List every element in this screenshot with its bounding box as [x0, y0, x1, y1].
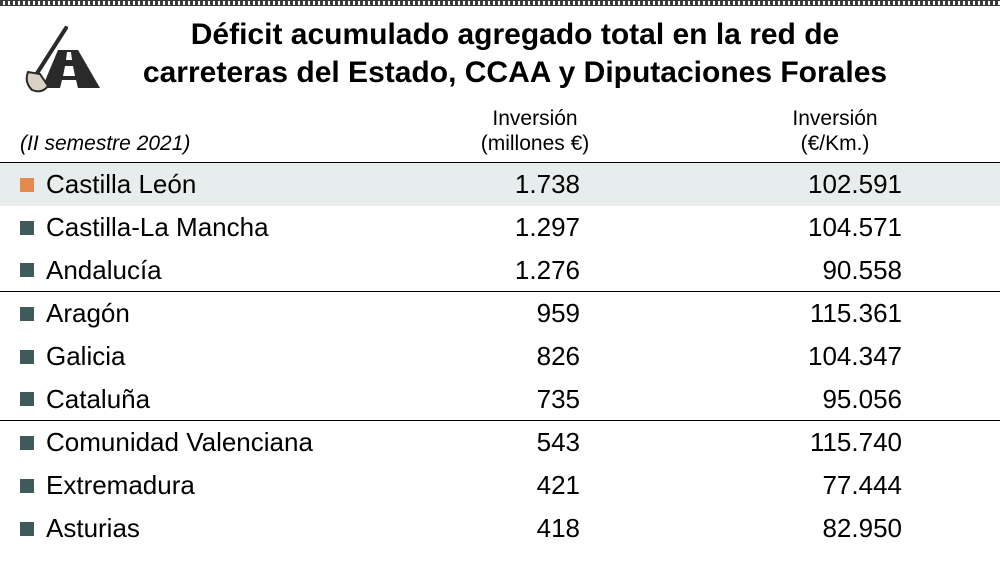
investment-per-km: 90.558: [690, 255, 980, 286]
table-row: Extremadura42177.444: [0, 464, 1000, 507]
table-row: Asturias41882.950: [0, 507, 1000, 550]
region-name: Andalucía: [46, 255, 380, 286]
region-name: Comunidad Valenciana: [46, 427, 380, 458]
row-marker-icon: [20, 436, 34, 450]
row-marker-icon: [20, 263, 34, 277]
row-marker-icon: [20, 178, 34, 192]
investment-per-km: 95.056: [690, 384, 980, 415]
table-row: Aragón959115.361: [0, 292, 1000, 335]
subtitle: (II semestre 2021): [20, 132, 380, 156]
investment-millions: 1.276: [380, 255, 690, 286]
investment-per-km: 104.571: [690, 212, 980, 243]
investment-per-km: 115.361: [690, 298, 980, 329]
row-marker-icon: [20, 392, 34, 406]
investment-per-km: 104.347: [690, 341, 980, 372]
col2-line2: (€/Km.): [801, 132, 870, 155]
table-row: Galicia826104.347: [0, 335, 1000, 378]
investment-millions: 543: [380, 427, 690, 458]
column-header-2: Inversión (€/Km.): [690, 106, 980, 156]
investment-per-km: 82.950: [690, 513, 980, 544]
investment-millions: 735: [380, 384, 690, 415]
col1-line1: Inversión: [492, 107, 577, 130]
column-header-1: Inversión (millones €): [380, 106, 690, 156]
title-line-2: carreteras del Estado, CCAA y Diputacion…: [143, 56, 887, 89]
row-marker-icon: [20, 350, 34, 364]
row-marker-icon: [20, 522, 34, 536]
investment-millions: 418: [380, 513, 690, 544]
header: Déficit acumulado agregado total en la r…: [0, 6, 1000, 102]
region-name: Extremadura: [46, 470, 380, 501]
table-row: Comunidad Valenciana543115.740: [0, 421, 1000, 464]
road-shovel-icon: [20, 16, 110, 94]
col2-line1: Inversión: [792, 107, 877, 130]
row-marker-icon: [20, 221, 34, 235]
table-row: Castilla León1.738102.591: [0, 163, 1000, 206]
table-row: Cataluña73595.056: [0, 378, 1000, 421]
table-row: Andalucía1.27690.558: [0, 249, 1000, 292]
investment-millions: 959: [380, 298, 690, 329]
investment-millions: 1.297: [380, 212, 690, 243]
investment-per-km: 115.740: [690, 427, 980, 458]
region-name: Galicia: [46, 341, 380, 372]
investment-millions: 421: [380, 470, 690, 501]
investment-millions: 1.738: [380, 169, 690, 200]
page-title: Déficit acumulado agregado total en la r…: [110, 16, 980, 91]
region-name: Asturias: [46, 513, 380, 544]
row-marker-icon: [20, 307, 34, 321]
column-headers: (II semestre 2021) Inversión (millones €…: [0, 102, 1000, 163]
title-line-1: Déficit acumulado agregado total en la r…: [191, 18, 839, 51]
investment-per-km: 102.591: [690, 169, 980, 200]
region-name: Cataluña: [46, 384, 380, 415]
region-name: Castilla-La Mancha: [46, 212, 380, 243]
region-name: Castilla León: [46, 169, 380, 200]
infographic-container: Déficit acumulado agregado total en la r…: [0, 0, 1000, 567]
investment-per-km: 77.444: [690, 470, 980, 501]
investment-millions: 826: [380, 341, 690, 372]
table-row: Castilla-La Mancha1.297104.571: [0, 206, 1000, 249]
col1-line2: (millones €): [481, 132, 590, 155]
data-table: Castilla León1.738102.591Castilla-La Man…: [0, 163, 1000, 550]
region-name: Aragón: [46, 298, 380, 329]
row-marker-icon: [20, 479, 34, 493]
